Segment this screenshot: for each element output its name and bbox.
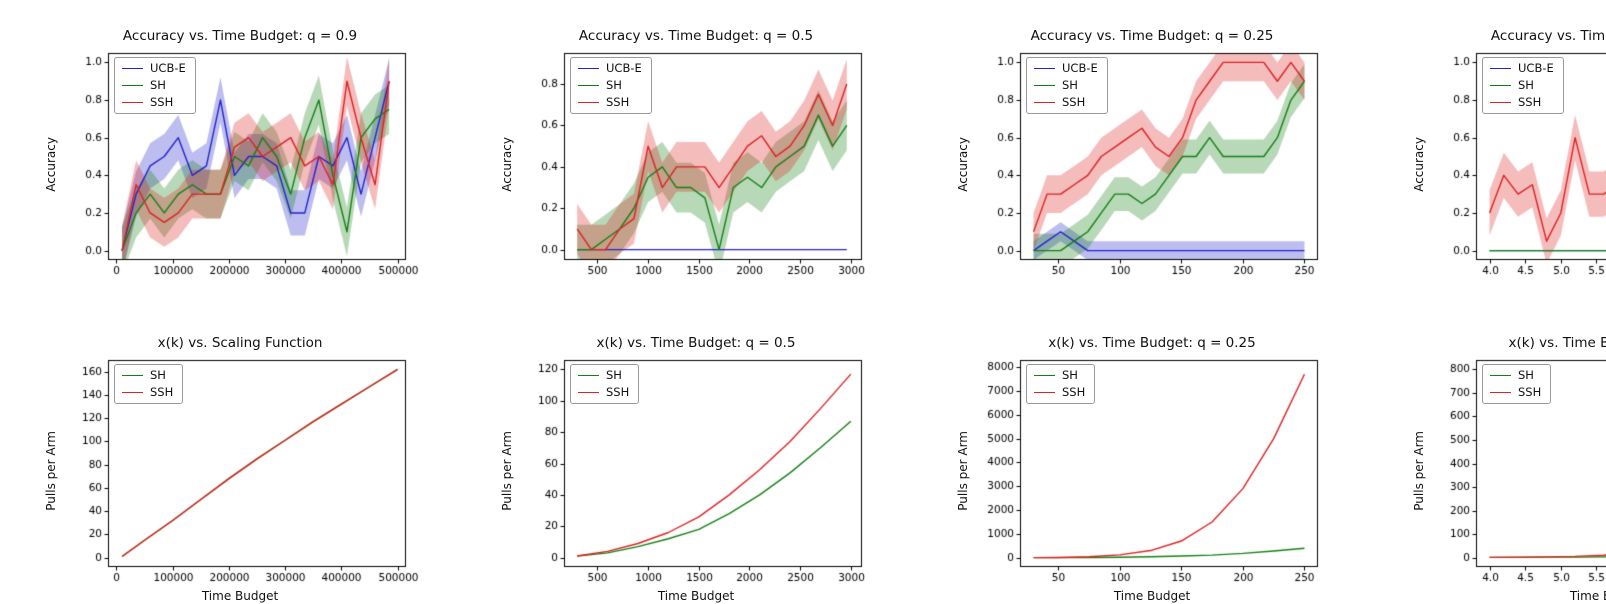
figure-grid: Accuracy vs. Time Budget: q = 0.9 Accura…	[44, 22, 1606, 603]
legend-label: SH	[606, 368, 622, 382]
chart-accuracy-q01: Accuracy vs. Time Budget: q = 0.1 Accura…	[1412, 22, 1606, 297]
legend-label: SSH	[1518, 385, 1542, 399]
legend: UCB-E SH SSH	[1026, 57, 1108, 114]
legend-entry: SSH	[578, 385, 629, 400]
legend-label: SSH	[606, 95, 630, 109]
legend-entry: SH	[122, 78, 186, 93]
legend-label: SH	[1518, 78, 1534, 92]
legend-entry: SSH	[578, 95, 642, 110]
legend-line-ssh-icon	[122, 392, 143, 393]
legend-line-ssh-icon	[578, 102, 599, 103]
y-axis-label: Accuracy	[1412, 136, 1426, 192]
y-axis-label: Pulls per Arm	[44, 431, 58, 511]
legend-entry: SH	[578, 368, 629, 383]
legend-label: SH	[1062, 368, 1078, 382]
legend-label: SH	[150, 78, 166, 92]
legend-line-sh-icon	[1490, 375, 1511, 376]
legend: SH SSH	[1026, 364, 1096, 404]
chart-title: Accuracy vs. Time Budget: q = 0.25	[1030, 28, 1274, 44]
legend-entry: SH	[578, 78, 642, 93]
legend-label: SH	[1062, 78, 1078, 92]
chart-pulls-scaling: x(k) vs. Scaling Function Pulls per Arm …	[44, 329, 420, 604]
legend-line-sh-icon	[1490, 85, 1511, 86]
legend-line-ssh-icon	[578, 392, 599, 393]
y-axis-label: Accuracy	[500, 136, 514, 192]
legend-label: UCB-E	[1062, 61, 1098, 75]
legend: UCB-E SH SSH	[570, 57, 652, 114]
legend-label: UCB-E	[1518, 61, 1554, 75]
y-axis-label: Accuracy	[44, 136, 58, 192]
legend-entry: SSH	[122, 385, 173, 400]
legend-entry: UCB-E	[578, 61, 642, 76]
legend-entry: SSH	[1034, 95, 1098, 110]
legend-entry: SH	[122, 368, 173, 383]
legend-entry: UCB-E	[1490, 61, 1554, 76]
legend-label: SSH	[150, 95, 174, 109]
legend: UCB-E SH SSH	[1482, 57, 1564, 114]
legend-line-ssh-icon	[1490, 102, 1511, 103]
x-axis-label: Time Budget	[657, 589, 735, 603]
legend-label: UCB-E	[606, 61, 642, 75]
y-axis-label: Pulls per Arm	[956, 431, 970, 511]
legend-line-sh-icon	[1034, 375, 1055, 376]
legend-line-ssh-icon	[122, 102, 143, 103]
chart-pulls-q025: x(k) vs. Time Budget: q = 0.25 Pulls per…	[956, 329, 1332, 604]
chart-title: x(k) vs. Time Budget: q = 0.5	[596, 335, 796, 351]
legend: UCB-E SH SSH	[114, 57, 196, 114]
legend-entry: UCB-E	[122, 61, 186, 76]
legend-line-ssh-icon	[1034, 102, 1055, 103]
x-axis-label: Time Budget	[201, 589, 279, 603]
legend-label: SSH	[150, 385, 174, 399]
legend-label: SSH	[1062, 95, 1086, 109]
legend: SH SSH	[1482, 364, 1552, 404]
legend-entry: SSH	[1490, 95, 1554, 110]
legend-line-ssh-icon	[1490, 392, 1511, 393]
legend-line-ssh-icon	[1034, 392, 1055, 393]
legend-line-sh-icon	[1034, 85, 1055, 86]
y-axis-label: Pulls per Arm	[1412, 431, 1426, 511]
chart-title: x(k) vs. Time Budget: q = 0.1	[1508, 335, 1606, 351]
y-axis-label: Pulls per Arm	[500, 431, 514, 511]
legend-line-sh-icon	[122, 85, 143, 86]
legend-label: SH	[1518, 368, 1534, 382]
legend-line-ucb-e-icon	[1490, 68, 1511, 69]
chart-title: x(k) vs. Scaling Function	[157, 335, 323, 351]
legend-line-sh-icon	[578, 85, 599, 86]
legend-label: SH	[150, 368, 166, 382]
x-axis-label: Time Budget	[1113, 589, 1191, 603]
legend-line-sh-icon	[578, 375, 599, 376]
legend-entry: SH	[1034, 78, 1098, 93]
legend-label: SSH	[606, 385, 630, 399]
legend-line-sh-icon	[122, 375, 143, 376]
legend-line-ucb-e-icon	[578, 68, 599, 69]
legend-label: SSH	[1062, 385, 1086, 399]
legend-entry: SSH	[1490, 385, 1541, 400]
chart-title: Accuracy vs. Time Budget: q = 0.1	[1490, 28, 1606, 44]
legend: SH SSH	[570, 364, 640, 404]
chart-accuracy-q025: Accuracy vs. Time Budget: q = 0.25 Accur…	[956, 22, 1332, 297]
legend-entry: SSH	[1034, 385, 1085, 400]
legend-label: SH	[606, 78, 622, 92]
y-axis-label: Accuracy	[956, 136, 970, 192]
chart-pulls-q01: x(k) vs. Time Budget: q = 0.1 Pulls per …	[1412, 329, 1606, 604]
chart-title: Accuracy vs. Time Budget: q = 0.5	[578, 28, 814, 44]
chart-title: Accuracy vs. Time Budget: q = 0.9	[122, 28, 358, 44]
legend-label: SSH	[1518, 95, 1542, 109]
chart-pulls-q05: x(k) vs. Time Budget: q = 0.5 Pulls per …	[500, 329, 876, 604]
x-axis-label: Time Budget	[1569, 589, 1606, 603]
legend-entry: SH	[1490, 78, 1554, 93]
legend-entry: SH	[1490, 368, 1541, 383]
legend-line-ucb-e-icon	[122, 68, 143, 69]
legend-entry: UCB-E	[1034, 61, 1098, 76]
legend-entry: SH	[1034, 368, 1085, 383]
legend: SH SSH	[114, 364, 184, 404]
chart-accuracy-q05: Accuracy vs. Time Budget: q = 0.5 Accura…	[500, 22, 876, 297]
chart-title: x(k) vs. Time Budget: q = 0.25	[1048, 335, 1256, 351]
chart-accuracy-q09: Accuracy vs. Time Budget: q = 0.9 Accura…	[44, 22, 420, 297]
legend-entry: SSH	[122, 95, 186, 110]
legend-line-ucb-e-icon	[1034, 68, 1055, 69]
legend-label: UCB-E	[150, 61, 186, 75]
